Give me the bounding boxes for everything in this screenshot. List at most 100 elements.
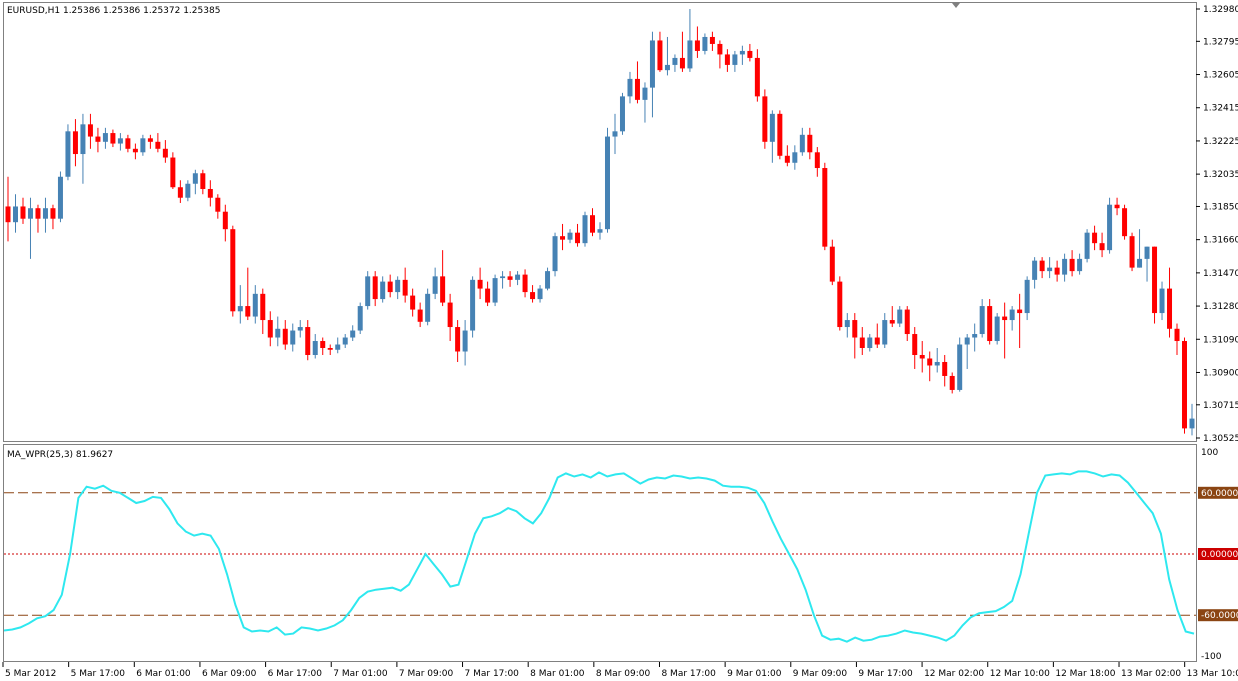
price-tick-label: 1.31470	[1203, 269, 1238, 279]
bull-candle	[500, 276, 506, 279]
bear-candle	[762, 96, 768, 142]
bear-candle	[927, 358, 933, 366]
bear-candle	[829, 246, 835, 282]
bear-candle	[177, 187, 183, 198]
bull-candle	[769, 113, 775, 142]
bear-candle	[207, 188, 213, 198]
time-tick-label: 6 Mar 09:00	[202, 669, 257, 679]
time-tick-label: 7 Mar 17:00	[465, 669, 520, 679]
bear-candle	[1174, 328, 1180, 342]
bear-candle	[852, 320, 858, 338]
bull-candle	[27, 208, 33, 219]
bear-candle	[1182, 341, 1188, 429]
bear-candle	[477, 279, 483, 289]
bear-candle	[522, 274, 528, 293]
bear-candle	[72, 131, 78, 155]
scroll-marker-icon[interactable]	[952, 3, 960, 8]
bear-candle	[110, 133, 116, 144]
price-tick-label: 1.31090	[1203, 335, 1238, 345]
bull-candle	[42, 208, 48, 219]
bull-candle	[462, 330, 468, 352]
bull-candle	[957, 344, 963, 390]
bear-candle	[282, 328, 288, 345]
bull-candle	[799, 134, 805, 153]
bear-candle	[1092, 232, 1098, 244]
bear-candle	[95, 136, 101, 142]
bear-candle	[724, 54, 730, 65]
candlesticks-group	[5, 9, 1195, 436]
bear-candle	[754, 57, 760, 97]
level-badge	[1198, 609, 1238, 622]
bull-candle	[57, 176, 63, 219]
bull-candle	[649, 40, 655, 88]
bear-candle	[837, 281, 843, 328]
bull-candle	[897, 309, 903, 324]
bear-candle	[942, 361, 948, 376]
time-tick-label: 12 Mar 18:00	[1055, 669, 1115, 679]
bull-candle	[1032, 260, 1038, 280]
bear-candle	[50, 208, 56, 219]
bull-candle	[1062, 258, 1068, 275]
bear-candle	[919, 354, 925, 359]
bear-candle	[949, 375, 955, 390]
bull-candle	[1159, 288, 1165, 314]
bear-candle	[1167, 288, 1173, 329]
bull-candle	[117, 138, 123, 144]
price-tick-label: 1.32415	[1203, 104, 1238, 114]
bull-candle	[237, 306, 243, 312]
bear-candle	[987, 306, 993, 342]
bear-candle	[147, 138, 153, 142]
price-axis: 1.32980 1.32795 1.32605 1.32415 1.32225 1.320…	[1196, 5, 1238, 444]
price-panel[interactable]	[3, 2, 1197, 442]
bear-candle	[20, 206, 26, 219]
bear-candle	[874, 337, 880, 345]
bull-candle	[1024, 279, 1030, 314]
time-tick-label: 9 Mar 17:00	[858, 669, 913, 679]
time-tick-label: 8 Mar 01:00	[530, 669, 585, 679]
bull-candle	[867, 337, 873, 349]
bull-candle	[979, 306, 985, 335]
level-label: 0.00000	[1201, 550, 1238, 560]
bear-candle	[679, 57, 685, 69]
bear-candle	[162, 148, 168, 158]
bull-candle	[994, 316, 1000, 342]
bull-candle	[65, 131, 71, 177]
bear-candle	[387, 281, 393, 293]
bear-candle	[155, 141, 161, 149]
indicator-panel[interactable]	[3, 444, 1197, 662]
bear-candle	[440, 276, 446, 303]
price-tick-label: 1.32225	[1203, 137, 1238, 147]
bear-candle	[5, 206, 11, 223]
indicator-axis-top: 100	[1201, 448, 1218, 458]
bull-candle	[537, 288, 543, 300]
price-tick-label: 1.32035	[1203, 170, 1238, 180]
bear-candle	[784, 155, 790, 163]
time-tick-label: 8 Mar 17:00	[661, 669, 716, 679]
price-panel-header: EURUSD,H1 1.25386 1.25386 1.25372 1.2538…	[7, 6, 220, 16]
time-tick-label: 5 Mar 2012	[5, 669, 56, 679]
bull-candle	[687, 40, 693, 69]
bull-candle	[252, 293, 258, 317]
bull-candle	[290, 330, 296, 345]
bear-candle	[1069, 258, 1075, 272]
bull-candle	[380, 281, 386, 300]
bull-candle	[545, 271, 551, 289]
indicator-levels-group: 60.0000 0.00000 -60.0000	[4, 486, 1238, 622]
bull-candle	[350, 330, 356, 338]
bull-candle	[934, 361, 940, 366]
bear-candle	[215, 197, 221, 212]
bear-candle	[814, 152, 820, 169]
bear-candle	[560, 236, 566, 240]
bear-candle	[1002, 316, 1008, 321]
bear-candle	[530, 292, 536, 300]
bull-candle	[552, 236, 558, 272]
price-tick-label: 1.30715	[1203, 401, 1238, 411]
bull-candle	[357, 306, 363, 331]
bull-candle	[597, 229, 603, 233]
time-tick-label: 5 Mar 17:00	[71, 669, 126, 679]
bear-candle	[402, 279, 408, 296]
bull-candle	[140, 138, 146, 153]
bull-candle	[1144, 246, 1150, 259]
bear-candle	[200, 173, 206, 189]
